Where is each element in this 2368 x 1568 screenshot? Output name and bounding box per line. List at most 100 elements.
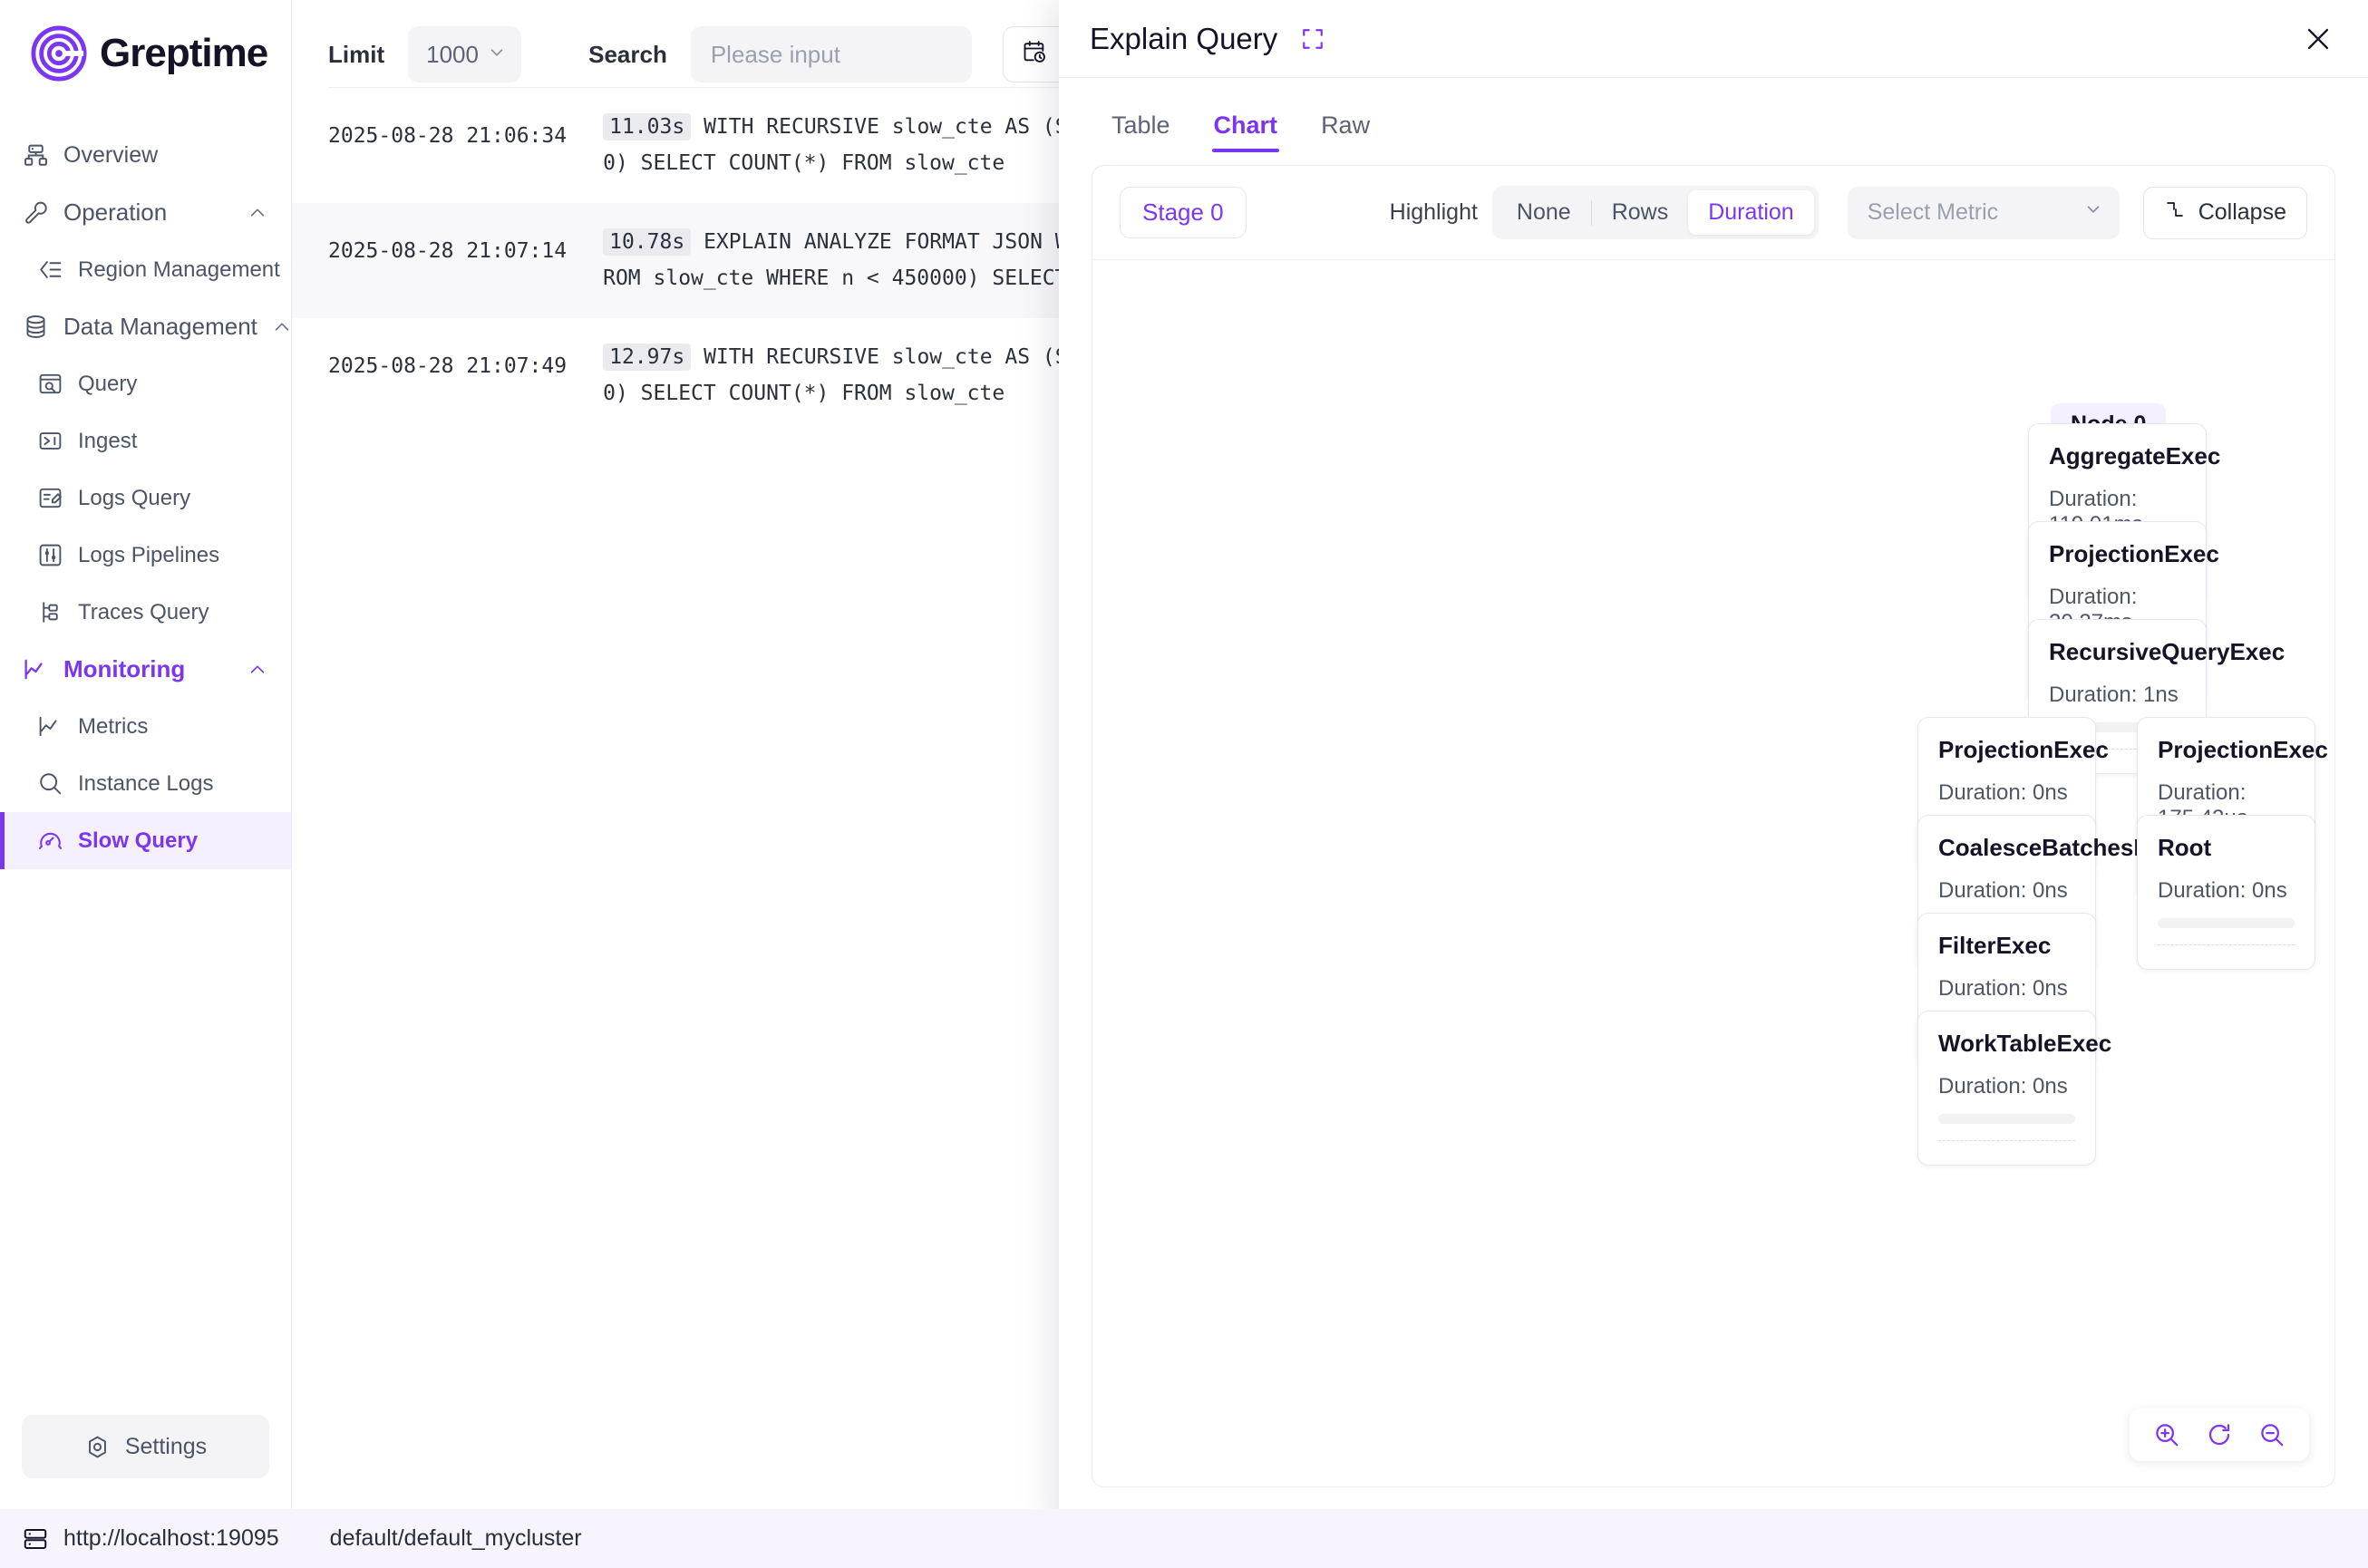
sidebar-item-logs-pipelines[interactable]: Logs Pipelines (0, 527, 291, 584)
metric-select[interactable]: Select Metric (1847, 186, 2120, 239)
row-query-text: 11.03s WITH RECURSIVE slow_cte AS (SELE … (603, 110, 1105, 181)
sidebar-item-overview[interactable]: Overview (0, 127, 291, 184)
sidebar-item-ingest[interactable]: Ingest (0, 412, 291, 469)
chart-toolbar: Stage 0 Highlight None Rows Duration Sel… (1092, 166, 2334, 260)
server-icon (22, 1525, 49, 1553)
node-title: ProjectionExec (2049, 540, 2219, 567)
gauge-icon (36, 828, 63, 855)
node-title: ProjectionExec (1938, 736, 2109, 763)
sidebar-item-monitoring[interactable]: Monitoring (0, 641, 291, 698)
chart-line-icon (36, 713, 63, 740)
sidebar-item-traces-query[interactable]: Traces Query (0, 584, 291, 641)
highlight-option-duration[interactable]: Duration (1688, 190, 1814, 235)
query-icon (36, 371, 63, 398)
sidebar-item-instance-logs[interactable]: Instance Logs (0, 755, 291, 812)
status-endpoint: http://localhost:19095 (63, 1525, 279, 1551)
limit-value: 1000 (426, 40, 479, 68)
node-duration: Duration: 0ns (1938, 1074, 2068, 1099)
metric-select-placeholder: Select Metric (1867, 199, 1999, 225)
overview-icon (22, 142, 49, 169)
node-title: WorkTableExec (1938, 1030, 2112, 1057)
gear-icon (84, 1434, 111, 1460)
logs-query-icon (36, 485, 63, 512)
node-duration: Duration: 0ns (1938, 780, 2068, 805)
chevron-up-icon[interactable] (247, 203, 267, 223)
row-query-line1: WITH RECURSIVE slow_cte AS (SELE (704, 115, 1106, 139)
sidebar-item-label: Traces Query (78, 599, 209, 624)
row-duration-badge: 10.78s (603, 228, 692, 256)
node-duration: Duration: 0ns (1938, 976, 2068, 1001)
close-icon[interactable] (2303, 24, 2334, 54)
search-input[interactable] (690, 26, 972, 82)
duration-bar-track (2049, 722, 2186, 732)
chevron-up-icon[interactable] (247, 660, 267, 680)
row-query-line2: 0) SELECT COUNT(*) FROM slow_cte (603, 381, 1005, 405)
settings-button[interactable]: Settings (22, 1415, 269, 1478)
row-duration-badge: 12.97s (603, 344, 692, 372)
highlight-segmented-control: None Rows Duration (1491, 186, 1819, 239)
node-duration: Duration: 0ns (1938, 878, 2068, 903)
chevron-down-icon (487, 41, 507, 69)
modal-header: Explain Query (1059, 0, 2368, 78)
limit-select[interactable]: 1000 (408, 26, 522, 82)
row-timestamp: 2025-08-28 21:07:49 (328, 354, 568, 379)
row-timestamp: 2025-08-28 21:06:34 (328, 124, 568, 148)
reset-view-icon[interactable] (2206, 1421, 2233, 1448)
calendar-clock-icon (1022, 39, 1047, 71)
plan-node[interactable]: WorkTableExec Duration: 0ns (1917, 1011, 2112, 1166)
plan-graph[interactable]: Node 0 AggregateExec Duration: 119.01ms … (1092, 260, 2334, 1486)
tab-raw[interactable]: Raw (1321, 111, 1371, 139)
row-query-line2: ROM slow_cte WHERE n < 450000) SELECT C( (603, 266, 1105, 290)
tab-chart[interactable]: Chart (1192, 111, 1300, 152)
search-label: Search (588, 40, 667, 68)
duration-bar-track (2158, 918, 2295, 928)
zoom-controls (2130, 1408, 2309, 1461)
stage-selector[interactable]: Stage 0 (1120, 187, 1247, 238)
explain-query-modal: Explain Query Table Chart Raw Stage 0 Hi… (1059, 0, 2368, 1527)
sidebar-item-slow-query[interactable]: Slow Query (0, 812, 291, 869)
sidebar-nav: Overview Operation (0, 118, 291, 1415)
sidebar-item-operation[interactable]: Operation (0, 184, 291, 241)
expand-icon[interactable] (1301, 27, 1325, 51)
plan-node[interactable]: RecursiveQueryExec Duration: 1ns (2028, 619, 2286, 774)
table-row[interactable]: 2025-08-28 21:07:49 12.97s WITH RECURSIV… (292, 318, 2368, 433)
chevron-up-icon[interactable] (272, 317, 292, 337)
sliders-icon (36, 542, 63, 569)
node-title: AggregateExec (2049, 442, 2221, 469)
wrench-icon (22, 199, 49, 227)
sidebar-item-metrics[interactable]: Metrics (0, 698, 291, 755)
modal-tabs: Table Chart Raw (1059, 78, 2368, 152)
plan-node[interactable]: Root Duration: 0ns (2137, 815, 2315, 970)
page-title: Explain Query (1090, 21, 1278, 55)
sidebar-item-data-management[interactable]: Data Management (0, 298, 291, 355)
segment-divider (1590, 199, 1592, 226)
ingest-icon (36, 428, 63, 455)
tab-table[interactable]: Table (1111, 111, 1170, 139)
chart-panel: Stage 0 Highlight None Rows Duration Sel… (1092, 165, 2335, 1487)
node-title: Root (2158, 834, 2212, 861)
highlight-option-none[interactable]: None (1516, 199, 1571, 225)
node-title: RecursiveQueryExec (2049, 638, 2286, 665)
zoom-out-icon[interactable] (2258, 1421, 2286, 1448)
collapse-button[interactable]: Collapse (2142, 186, 2307, 239)
sidebar-item-label: Instance Logs (78, 770, 214, 796)
node-duration: Duration: 0ns (2158, 878, 2287, 903)
row-query-line1: EXPLAIN ANALYZE FORMAT JSON WITH (704, 230, 1106, 255)
sidebar-item-region-management[interactable]: Region Management (0, 241, 291, 298)
query-toolbar: Limit 1000 Search Last (292, 0, 2368, 87)
sidebar-item-query[interactable]: Query (0, 355, 291, 412)
brand-name: Greptime (100, 31, 268, 75)
table-row[interactable]: 2025-08-28 21:06:34 11.03s WITH RECURSIV… (292, 88, 2368, 203)
sidebar-item-logs-query[interactable]: Logs Query (0, 469, 291, 527)
sidebar-item-label: Overview (63, 142, 159, 168)
collapse-icon (2164, 198, 2186, 227)
limit-label: Limit (328, 40, 385, 68)
highlight-label: Highlight (1389, 199, 1478, 225)
sidebar-item-label: Operation (63, 198, 168, 226)
zoom-in-icon[interactable] (2153, 1421, 2180, 1448)
highlight-option-rows[interactable]: Rows (1611, 199, 1669, 225)
brand: Greptime (0, 0, 291, 118)
status-bar: http://localhost:19095 default/default_m… (0, 1509, 2368, 1568)
chart-line-icon (22, 656, 49, 683)
row-query-text: 10.78s EXPLAIN ANALYZE FORMAT JSON WITH … (603, 225, 1105, 296)
